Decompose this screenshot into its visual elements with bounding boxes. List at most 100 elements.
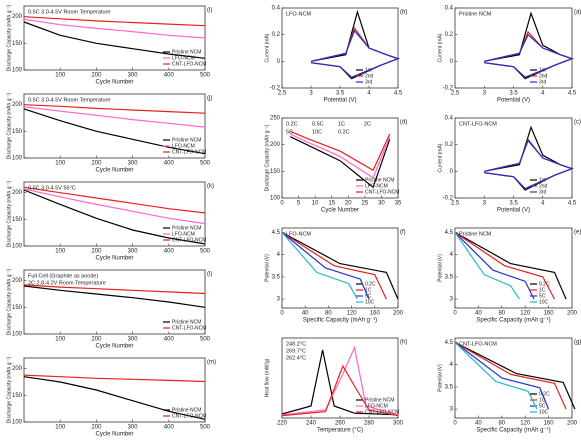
legend-label: Pristine NCM [172, 137, 201, 143]
x-tick-label: 15 [328, 201, 335, 207]
x-tick-label: 300 [393, 421, 404, 427]
annotation: LFO-NCM [286, 231, 311, 237]
annotation: CNT-LFO-NCM [459, 341, 497, 347]
x-tick-label: 300 [128, 161, 139, 167]
annotation: 1C [338, 121, 345, 127]
x-tick-label: 2.5 [451, 91, 460, 97]
y-tick-label: 200 [12, 278, 23, 284]
x-axis-label: Specific Capacity (mAh g⁻¹) [303, 318, 377, 324]
legend-label: 1C [539, 397, 546, 403]
x-tick-label: 280 [364, 421, 375, 427]
x-tick-label: 500 [200, 73, 211, 79]
x-axis-label: Specific Capacity (mAh g⁻¹) [476, 428, 550, 434]
y-tick-label: 4 [450, 252, 454, 258]
x-tick-label: 240 [306, 421, 317, 427]
legend-label: 0.2C [539, 391, 550, 397]
x-tick-label: 120 [520, 311, 531, 317]
annotation: 262.4°C [286, 355, 306, 361]
legend-label: 3rd [539, 79, 546, 85]
x-tick-label: 0 [280, 311, 284, 317]
annotation: 269.7°C [286, 348, 306, 354]
plot-frame [23, 269, 206, 335]
plot-frame [454, 227, 573, 309]
legend-label: LFO-NCM [172, 55, 195, 61]
plot-frame [281, 227, 399, 309]
legend-label: 3rd [365, 79, 372, 85]
x-tick-label: 160 [544, 421, 555, 427]
y-tick-label: -0.2 [443, 86, 454, 92]
annotation: Pristine NCM [459, 231, 492, 237]
x-tick-label: 200 [567, 311, 578, 317]
data-line [23, 106, 206, 128]
legend-label: 5C [365, 293, 372, 299]
y-tick-label: 100 [12, 156, 23, 162]
y-axis-label: Current (mA) [437, 33, 443, 62]
x-tick-label: 400 [164, 161, 175, 167]
panel-label: (d) [400, 120, 407, 126]
data-line [23, 104, 206, 114]
legend-label: CNT-LFO-NCM [172, 61, 206, 67]
y-tick-label: 150 [12, 393, 23, 399]
y-tick-label: 100 [12, 420, 23, 426]
y-tick-label: 150 [12, 41, 23, 47]
y-tick-label: 3 [277, 297, 281, 303]
panel-label: (a) [574, 10, 581, 16]
x-axis-label: Potential (V) [497, 98, 530, 104]
data-line [454, 231, 535, 300]
y-axis-label: Discharge Capacity (mAh g⁻¹) [264, 124, 270, 191]
y-tick-label: 150 [12, 217, 23, 223]
y-axis-label: Discharge Capacity (mAh g⁻¹) [6, 92, 12, 159]
y-axis-label: Current (mA) [437, 143, 443, 172]
x-axis-label: Cycle Number [95, 80, 133, 86]
x-tick-label: 80 [325, 311, 332, 317]
legend-label: LFO-NCM [172, 143, 195, 149]
y-tick-label: 4 [277, 252, 281, 258]
legend-label: 2nd [365, 73, 374, 79]
data-line [23, 108, 206, 155]
legend-label: CNT-LFO-NCM [172, 149, 206, 155]
x-tick-label: 2.5 [451, 201, 460, 207]
y-tick-label: 100 [12, 68, 23, 74]
y-axis-label: Discharge Capacity (mAh g⁻¹) [6, 180, 12, 247]
x-axis-label: Potential (V) [497, 208, 530, 214]
annotation: 0.5C 3.0-4.5V Room Temperature [28, 97, 110, 103]
y-tick-label: 3.5 [445, 384, 454, 390]
x-tick-label: 40 [475, 311, 482, 317]
y-axis-label: Potential (V) [437, 254, 443, 282]
legend-label: CNT-LFO-NCM [365, 189, 399, 195]
x-axis-label: Specific Capacity (mAh g⁻¹) [476, 318, 550, 324]
data-line [23, 188, 206, 225]
panel-label: (m) [207, 360, 216, 366]
legend-label: Pristine NCM [172, 225, 201, 231]
x-tick-label: 200 [393, 311, 404, 317]
x-tick-label: 35 [395, 201, 402, 207]
y-axis-label: Heat flow (mW/g) [264, 358, 270, 397]
x-tick-label: 3 [483, 201, 487, 207]
plot-frame [23, 181, 206, 247]
panel-label: (h) [400, 340, 407, 346]
x-tick-label: 100 [55, 249, 66, 255]
panel-label: (f) [400, 230, 406, 236]
data-line [484, 125, 574, 191]
x-tick-label: 20 [345, 201, 352, 207]
y-tick-label: 200 [12, 366, 23, 372]
annotation: 2C 2.8-4.2V Room Temperature [28, 280, 106, 286]
panel-label: (l) [207, 272, 212, 278]
x-tick-label: 200 [91, 73, 102, 79]
data-line [281, 349, 399, 416]
data-line [23, 285, 206, 308]
annotation: 10C [312, 129, 322, 135]
y-axis-label: Potential (V) [264, 254, 270, 282]
y-tick-label: 150 [12, 129, 23, 135]
legend-label: 3rd [539, 189, 546, 195]
x-axis-label: Temperature (°C) [317, 428, 363, 434]
x-tick-label: 300 [128, 73, 139, 79]
legend-label: LFO-NCM [365, 183, 388, 189]
x-tick-label: 400 [164, 425, 175, 431]
legend-label: 2nd [539, 73, 548, 79]
x-tick-label: 120 [520, 421, 531, 427]
y-tick-label: 200 [270, 142, 281, 148]
x-axis-label: Cycle Number [321, 208, 359, 214]
y-tick-label: 0.4 [272, 6, 281, 12]
y-tick-label: 4.5 [445, 340, 454, 346]
